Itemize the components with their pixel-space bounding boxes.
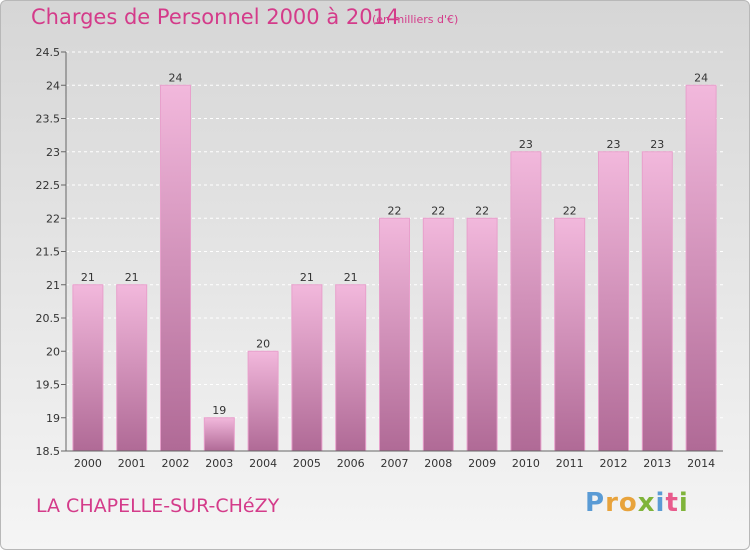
data-label: 22 — [388, 204, 402, 217]
x-tick-label: 2011 — [556, 457, 584, 470]
bar-2002 — [160, 84, 191, 452]
x-tick-label: 2003 — [205, 457, 233, 470]
bar-2004 — [247, 350, 279, 452]
y-tick-label: 19 — [46, 412, 60, 425]
y-tick-label: 20.5 — [36, 312, 61, 325]
x-tick-label: 2014 — [687, 457, 715, 470]
data-label: 24 — [694, 71, 708, 84]
y-tick-label: 23.5 — [36, 113, 61, 126]
data-label: 21 — [344, 271, 358, 284]
y-tick-label: 24 — [46, 79, 60, 92]
x-tick-label: 2001 — [118, 457, 146, 470]
y-tick-label: 21.5 — [36, 246, 61, 259]
data-label: 20 — [256, 337, 270, 350]
bar-2001 — [116, 284, 148, 452]
bar-2009 — [466, 217, 498, 452]
bar-2012 — [598, 151, 629, 452]
axes: 18.5 19 19.5 20 20.5 21 21.5 22 22.5 23 23.5 24 24.5… — [36, 46, 723, 470]
x-tick-label: 2007 — [381, 457, 409, 470]
data-label: 22 — [475, 204, 489, 217]
logo-letter: r — [605, 488, 619, 518]
chart-title: Charges de Personnel 2000 à 2014 — [31, 5, 400, 29]
data-label: 22 — [563, 204, 577, 217]
chart-subtitle: (en milliers d'€) — [372, 13, 459, 26]
bar-2005 — [291, 284, 323, 452]
data-label: 22 — [431, 204, 445, 217]
data-label: 19 — [212, 404, 226, 417]
bars: 21 21 24 19 20 21 21 22 22 22 23 22 23 23 24 — [72, 71, 717, 452]
logo-letter: i — [678, 488, 689, 518]
y-tick-label: 20 — [46, 345, 60, 358]
x-tick-label: 2000 — [74, 457, 102, 470]
x-tick-label: 2012 — [600, 457, 628, 470]
logo-letter: o — [618, 488, 638, 518]
bar-2013 — [641, 151, 673, 452]
bar-chart: 21 21 24 19 20 21 21 22 22 22 23 22 23 23 24 18.5 19 19.… — [36, 46, 723, 470]
y-tick-label: 21 — [46, 279, 60, 292]
x-tick-label: 2004 — [249, 457, 277, 470]
data-label: 24 — [169, 71, 183, 84]
place-name: LA CHAPELLE-SUR-CHéZY — [36, 495, 280, 517]
proxiti-logo: Proxiti — [585, 488, 689, 518]
y-tick-label: 19.5 — [36, 379, 61, 392]
bar-2010 — [510, 151, 542, 452]
bar-2007 — [379, 217, 410, 452]
data-label: 23 — [607, 138, 621, 151]
logo-letter: P — [585, 488, 606, 518]
x-tick-label: 2006 — [337, 457, 365, 470]
x-tick-label: 2009 — [468, 457, 496, 470]
logo-letter: t — [665, 488, 679, 518]
data-label: 23 — [519, 138, 533, 151]
x-tick-label: 2013 — [643, 457, 671, 470]
y-tick-label: 24.5 — [36, 46, 61, 59]
bar-2000 — [72, 284, 104, 452]
bar-2003 — [203, 417, 235, 452]
data-label: 21 — [81, 271, 95, 284]
data-label: 21 — [300, 271, 314, 284]
data-label: 21 — [125, 271, 139, 284]
bar-2014 — [685, 84, 717, 452]
x-tick-label: 2002 — [162, 457, 190, 470]
x-tick-label: 2005 — [293, 457, 321, 470]
data-label: 23 — [650, 138, 664, 151]
bar-2011 — [554, 217, 586, 452]
x-tick-label: 2008 — [424, 457, 452, 470]
logo-letter: x — [637, 488, 656, 518]
bar-2008 — [422, 217, 454, 452]
x-tick-label: 2010 — [512, 457, 540, 470]
y-tick-label: 18.5 — [36, 445, 61, 458]
y-tick-label: 22.5 — [36, 179, 61, 192]
y-tick-label: 22 — [46, 212, 60, 225]
logo-letter: i — [655, 488, 666, 518]
bar-2006 — [335, 284, 367, 452]
y-tick-label: 23 — [46, 146, 60, 159]
